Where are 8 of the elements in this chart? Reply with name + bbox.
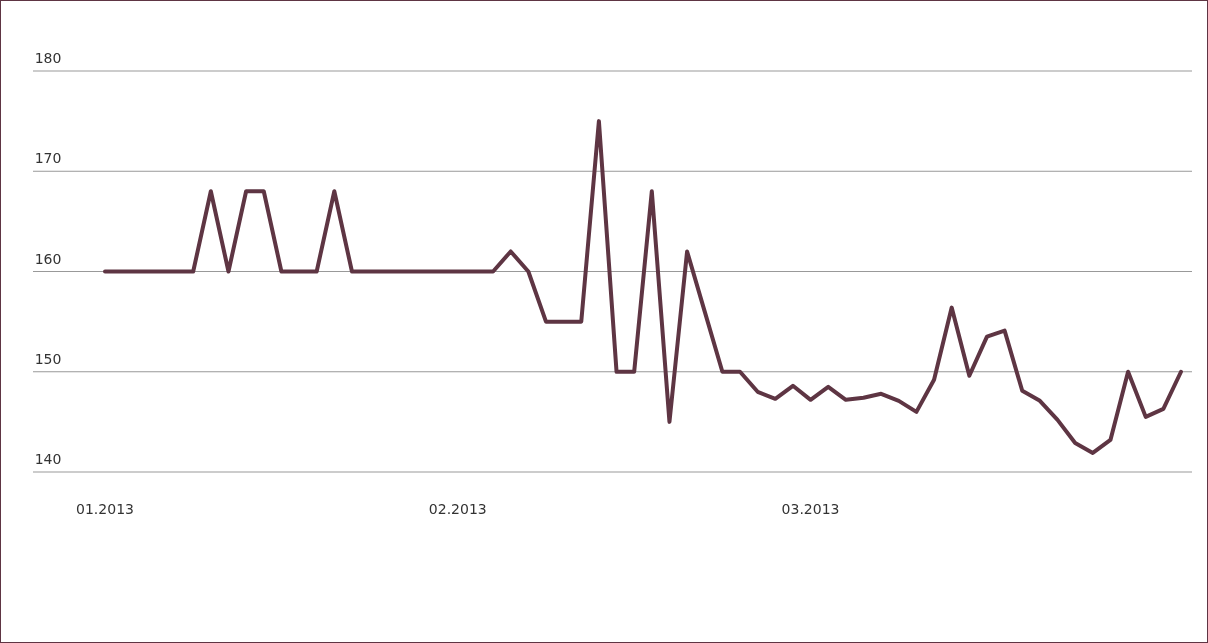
y-tick-label: 160 <box>34 250 62 267</box>
y-tick-label: 180 <box>34 50 62 66</box>
y-tick-label: 150 <box>34 350 62 367</box>
x-tick-label: 03.2013 <box>781 501 840 517</box>
x-tick-label: 01.2013 <box>76 501 134 517</box>
y-tick-label: 170 <box>34 150 62 167</box>
y-tick-label: 140 <box>34 451 62 467</box>
x-tick-label: 02.2013 <box>428 501 487 517</box>
